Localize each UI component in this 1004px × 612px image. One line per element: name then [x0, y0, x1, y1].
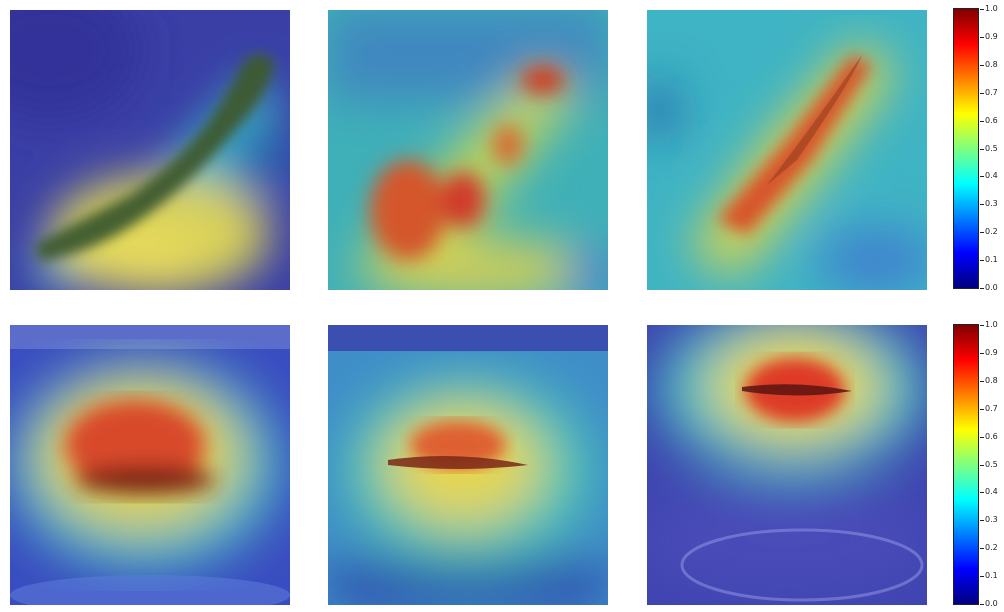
colorbar-top-tick-label: 0.1 — [980, 255, 998, 265]
heatmap-panel-r2c3 — [647, 325, 927, 605]
colorbar-bottom-tick-label: 0.8 — [980, 375, 998, 385]
colorbar-top-tick-label: 0.6 — [980, 115, 998, 125]
heatmap-panel-r1c2 — [328, 10, 608, 290]
colorbar-bottom-tick-label: 0.9 — [980, 347, 998, 357]
colorbar-top-tick-label: 1.0 — [980, 4, 998, 13]
colorbar-bottom-tick-label: 0.7 — [980, 403, 998, 413]
heatmap-panel-r1c1 — [10, 10, 290, 290]
heatmap-panel-r2c1 — [10, 325, 290, 605]
colorbar-top-tick-label: 0.2 — [980, 227, 998, 237]
colorbar-bottom-tick-label: 0.5 — [980, 459, 998, 469]
colorbar-bottom — [953, 324, 979, 605]
colorbar-bottom-tick-label: 0.4 — [980, 487, 998, 497]
colorbar-top — [953, 8, 979, 289]
colorbar-top-tick-label: 0.3 — [980, 199, 998, 209]
colorbar-top-tick-label: 0.5 — [980, 143, 998, 153]
colorbar-bottom-tick-label: 0.0 — [980, 599, 998, 608]
heatmap-panel-r2c2 — [328, 325, 608, 605]
colorbar-top-tick-label: 0.9 — [980, 31, 998, 41]
heatmap-panel-r1c3 — [647, 10, 927, 290]
colorbar-bottom-tick-label: 0.1 — [980, 571, 998, 581]
colorbar-top-tick-label: 0.4 — [980, 171, 998, 181]
colorbar-top-tick-label: 0.0 — [980, 283, 998, 292]
colorbar-top-tick-label: 0.8 — [980, 59, 998, 69]
colorbar-bottom-tick-label: 1.0 — [980, 320, 998, 329]
colorbar-bottom-tick-label: 0.3 — [980, 515, 998, 525]
colorbar-bottom-tick-label: 0.2 — [980, 543, 998, 553]
colorbar-bottom-tick-label: 0.6 — [980, 431, 998, 441]
colorbar-top-tick-label: 0.7 — [980, 87, 998, 97]
